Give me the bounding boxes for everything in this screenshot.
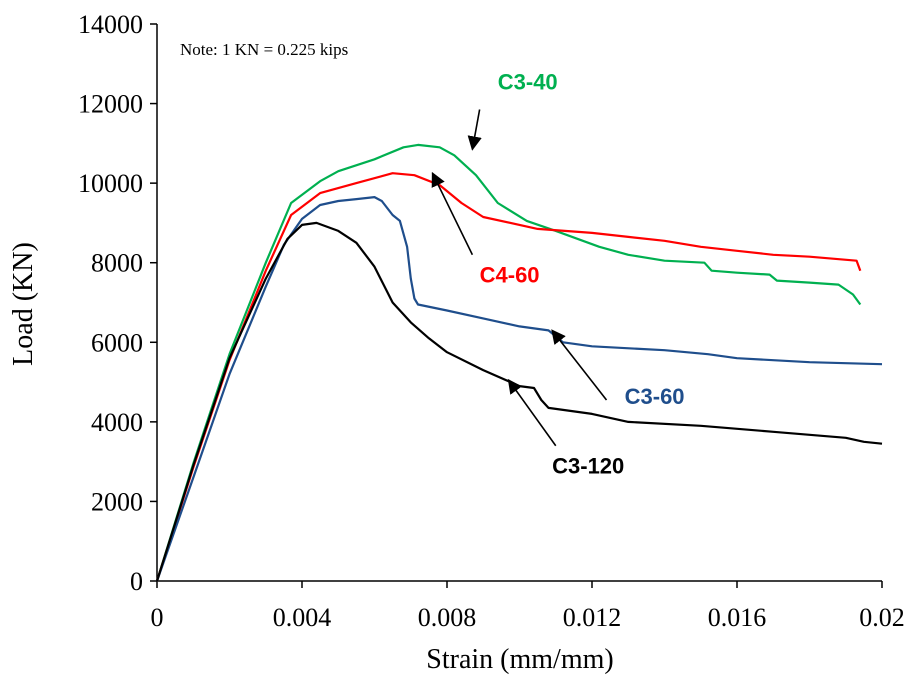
- conversion-note: Note: 1 KN = 0.225 kips: [180, 40, 348, 59]
- y-axis-title: Load (KN): [8, 242, 39, 366]
- x-tick-label: 0.008: [418, 603, 477, 632]
- x-tick-label: 0: [151, 603, 164, 632]
- y-tick-label: 0: [130, 567, 143, 596]
- x-tick-label: 0.012: [563, 603, 622, 632]
- arrow-c3-60: [551, 329, 608, 401]
- series-line-c3-120: [155, 221, 883, 582]
- axes: 0 0.004 0.008 0.012 0.016 0.02 0 2000 4000 6000 80…: [78, 10, 905, 632]
- x-tick-label: 0.016: [708, 603, 767, 632]
- series-label-c4-60: C4-60: [480, 263, 540, 288]
- y-tick-label: 2000: [91, 487, 143, 516]
- arrow-c3-120: [507, 378, 557, 447]
- arrow-c4-60: [431, 171, 474, 256]
- series-label-c3-60: C3-60: [625, 384, 685, 409]
- arrow-c3-40: [467, 109, 482, 151]
- series-label-c3-120: C3-120: [552, 454, 624, 479]
- series-line-c3-40: [155, 143, 862, 582]
- series-layer: [155, 143, 883, 582]
- y-tick-label: 6000: [91, 328, 143, 357]
- y-tick-label: 14000: [78, 10, 143, 39]
- annotation-arrows: [431, 109, 608, 447]
- x-tick-label: 0.004: [273, 603, 332, 632]
- x-tick-label: 0.02: [859, 603, 905, 632]
- series-line-c4-60: [155, 172, 862, 582]
- series-line-c3-60: [155, 196, 883, 582]
- series-label-c3-40: C3-40: [498, 70, 558, 95]
- y-tick-label: 8000: [91, 249, 143, 278]
- x-axis-title: Strain (mm/mm): [426, 644, 613, 675]
- y-tick-label: 10000: [78, 169, 143, 198]
- y-tick-label: 4000: [91, 408, 143, 437]
- series-labels: C3-40 C4-60 C3-60 C3-120: [480, 70, 685, 479]
- y-tick-label: 12000: [78, 90, 143, 119]
